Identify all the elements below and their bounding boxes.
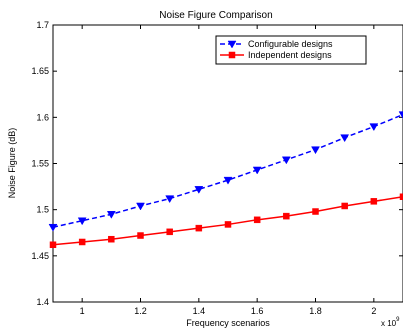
series-point: [195, 224, 203, 232]
series-point: [166, 228, 173, 236]
series-point: [77, 217, 87, 226]
chart-title: Noise Figure Comparison: [159, 10, 272, 21]
x-axis-scale-base: x 10: [381, 319, 397, 328]
series-point: [136, 202, 145, 211]
series-point: [252, 166, 262, 175]
legend-item-2: Independent designs: [220, 50, 332, 60]
x-tick-label: 2: [371, 306, 376, 316]
series-layer: [48, 111, 403, 249]
series-2: [49, 193, 403, 249]
x-tick-label: 1.8: [309, 306, 322, 316]
series-point: [137, 232, 144, 239]
y-tick-label: 1.4: [36, 297, 49, 307]
x-tick-label: 1.2: [134, 306, 147, 316]
series-point: [369, 123, 379, 132]
x-axis-scale-label: x 109: [381, 317, 400, 328]
y-tick-label: 1.7: [36, 20, 49, 30]
series-point: [106, 211, 116, 219]
legend-item-1: Configurable designs: [220, 39, 333, 49]
series-point: [108, 235, 115, 243]
y-tick-label: 1.6: [36, 112, 49, 122]
x-tick-label: 1.6: [251, 306, 264, 316]
legend-label: Independent designs: [248, 50, 332, 60]
x-tick-label: 1: [80, 306, 85, 316]
series-line: [52, 195, 403, 246]
series-point: [224, 221, 232, 228]
series-point: [312, 208, 319, 215]
legend-swatch-marker: [227, 40, 237, 49]
y-tick-label: 1.45: [31, 251, 49, 261]
series-point: [340, 134, 350, 143]
x-axis-title: Frequency scenarios: [186, 318, 270, 328]
series-point: [398, 111, 403, 120]
series-point: [194, 186, 204, 194]
legend-label: Configurable designs: [248, 39, 333, 49]
y-tick-label: 1.55: [31, 159, 49, 169]
y-tick-label: 1.5: [36, 205, 49, 215]
series-point: [223, 176, 233, 185]
series-point: [78, 238, 86, 246]
series-point: [370, 198, 378, 205]
series-point: [165, 195, 175, 204]
y-tick-label: 1.65: [31, 66, 49, 76]
series-point: [253, 216, 261, 224]
legend-box: [215, 35, 367, 65]
series-point: [341, 202, 348, 210]
x-tick-label: 1.4: [193, 306, 206, 316]
series-point: [48, 223, 58, 232]
axis-ticks: [53, 24, 403, 303]
series-point: [49, 241, 57, 249]
y-axis-title: Noise Figure (dB): [7, 128, 17, 199]
plot-frame: [52, 24, 403, 303]
series-1: [48, 111, 403, 232]
tick-labels: 1 1.2 1.4 1.6 1.8 2 1.4 1.45 1.5 1.55 1.6 1.65 1.7: [31, 20, 376, 316]
series-point: [399, 193, 403, 200]
legend-swatch-marker: [228, 51, 236, 59]
series-line: [52, 113, 403, 228]
x-axis-scale-exponent: 9: [396, 317, 400, 323]
series-point: [281, 156, 291, 165]
series-point: [311, 146, 320, 155]
series-point: [283, 212, 290, 220]
